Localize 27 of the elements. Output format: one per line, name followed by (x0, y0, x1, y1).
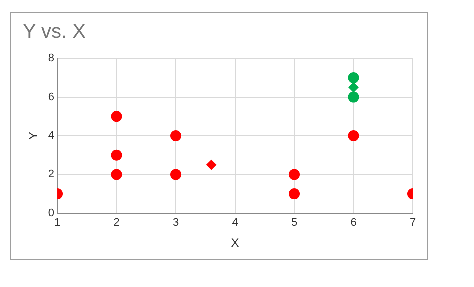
x-tick-label: 1 (54, 217, 61, 230)
x-tick-label: 2 (114, 217, 120, 230)
x-tick-label: 7 (410, 217, 416, 230)
x-tick-label: 5 (291, 217, 298, 230)
y-tick-label: 6 (48, 91, 55, 104)
y-tick-label: 8 (48, 52, 55, 65)
point (111, 169, 122, 180)
x-tick-label: 3 (172, 217, 180, 230)
point (348, 92, 360, 103)
point (111, 150, 122, 161)
point (348, 72, 360, 84)
chart-title: Y vs. X (23, 21, 86, 44)
y-tick-label: 4 (48, 130, 55, 142)
x-tick-label: 6 (350, 217, 357, 230)
point (111, 111, 122, 122)
point (289, 169, 300, 180)
y-tick-label: 0 (48, 207, 55, 220)
x-tick-label: 4 (232, 217, 238, 230)
x-axis-title: X (231, 236, 240, 250)
point (206, 160, 217, 170)
point (170, 130, 182, 142)
point (348, 82, 359, 93)
y-axis-title: Y (26, 132, 41, 140)
point (170, 169, 182, 180)
y-tick-label: 2 (48, 168, 55, 181)
point (289, 188, 300, 200)
point (348, 130, 360, 142)
